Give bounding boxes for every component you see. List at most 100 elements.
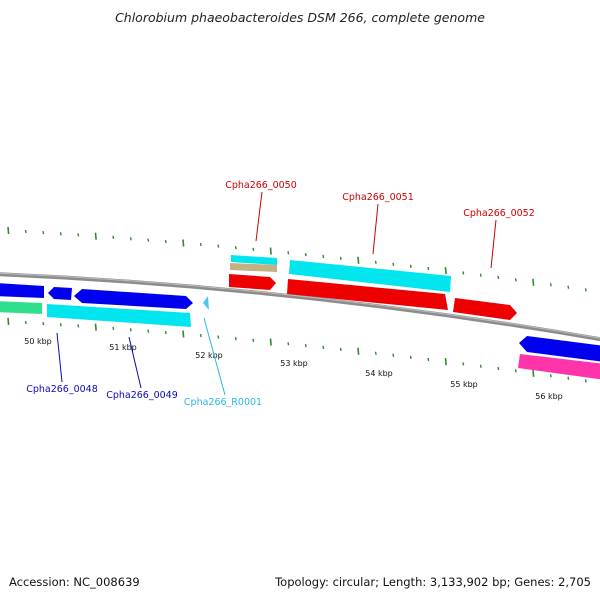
green-feature[interactable] bbox=[0, 301, 42, 314]
marker-tick bbox=[567, 285, 570, 289]
marker-tick bbox=[479, 273, 482, 277]
gene-label-cpha266-0052[interactable]: Cpha266_0052 bbox=[463, 208, 535, 219]
marker-tick bbox=[164, 330, 167, 335]
marker-tick bbox=[549, 374, 552, 378]
marker-tick bbox=[112, 326, 115, 331]
marker-tick bbox=[147, 238, 150, 242]
label-leaders bbox=[56, 191, 497, 396]
scale-label: 50 kbp bbox=[24, 337, 52, 346]
marker-tick bbox=[94, 323, 97, 331]
marker-tick bbox=[444, 267, 447, 275]
inner-marker-track bbox=[7, 317, 587, 383]
rna-cpha266-r0001[interactable] bbox=[203, 296, 209, 310]
feature-tan[interactable] bbox=[230, 263, 277, 272]
marker-tick bbox=[7, 226, 10, 235]
marker-tick bbox=[479, 364, 482, 368]
marker-tick bbox=[59, 323, 62, 327]
gene-label-cpha266-0048[interactable]: Cpha266_0048 bbox=[26, 384, 98, 395]
marker-tick bbox=[304, 343, 307, 348]
marker-tick bbox=[549, 283, 552, 287]
marker-tick bbox=[392, 353, 395, 357]
marker-tick bbox=[444, 358, 447, 366]
marker-tick bbox=[77, 324, 80, 328]
marker-tick bbox=[304, 252, 307, 257]
marker-tick bbox=[129, 328, 132, 332]
marker-tick bbox=[567, 376, 570, 380]
marker-tick bbox=[514, 278, 517, 282]
scale-label: 56 kbp bbox=[535, 392, 563, 401]
marker-tick bbox=[497, 275, 500, 280]
marker-tick bbox=[252, 338, 255, 342]
genome-backbone-highlight bbox=[0, 272, 600, 339]
marker-tick bbox=[514, 369, 517, 373]
marker-tick bbox=[94, 232, 97, 240]
cds-reverse-segment[interactable] bbox=[0, 283, 44, 298]
cds-cyan-small[interactable] bbox=[231, 255, 277, 265]
marker-tick bbox=[584, 288, 587, 292]
marker-tick bbox=[339, 347, 342, 351]
gene-label-cpha266-0050[interactable]: Cpha266_0050 bbox=[225, 180, 297, 191]
marker-tick bbox=[287, 251, 290, 255]
cds-cpha266-0049[interactable] bbox=[74, 289, 193, 309]
marker-tick bbox=[164, 239, 167, 244]
marker-tick bbox=[129, 237, 132, 241]
gene-labels: Cpha266_0048 Cpha266_0049 Cpha266_R0001 … bbox=[26, 180, 535, 408]
marker-tick bbox=[374, 351, 377, 355]
marker-tick bbox=[42, 321, 45, 326]
marker-tick bbox=[462, 271, 465, 275]
marker-tick bbox=[392, 262, 395, 266]
cds-cpha266-0052[interactable] bbox=[453, 298, 517, 320]
marker-tick bbox=[287, 342, 290, 346]
marker-tick bbox=[112, 235, 115, 240]
scale-label: 55 kbp bbox=[450, 380, 478, 389]
gene-label-cpha266-0049[interactable]: Cpha266_0049 bbox=[106, 390, 178, 401]
leader-line bbox=[372, 203, 379, 255]
cds-reverse-segment[interactable] bbox=[48, 287, 72, 300]
marker-tick bbox=[77, 233, 80, 237]
outer-marker-track bbox=[7, 226, 587, 292]
cds-cpha266-0051-forward[interactable] bbox=[289, 260, 451, 292]
marker-tick bbox=[217, 335, 220, 339]
marker-tick bbox=[409, 264, 412, 269]
marker-tick bbox=[322, 345, 325, 350]
marker-tick bbox=[409, 355, 412, 360]
cds-reverse-right[interactable] bbox=[519, 336, 600, 362]
genome-backbone bbox=[0, 272, 600, 342]
leader-line bbox=[128, 336, 142, 389]
scale-labels: 50 kbp 51 kbp 52 kbp 53 kbp 54 kbp 55 kb… bbox=[24, 337, 563, 401]
genome-stats-label: Topology: circular; Length: 3,133,902 bp… bbox=[274, 575, 591, 589]
leader-line bbox=[490, 219, 497, 269]
marker-tick bbox=[234, 337, 237, 341]
marker-tick bbox=[234, 246, 237, 250]
cds-cpha266-0051[interactable] bbox=[287, 279, 448, 310]
scale-label: 53 kbp bbox=[280, 359, 308, 368]
feature-magenta[interactable] bbox=[518, 354, 600, 380]
marker-tick bbox=[199, 242, 202, 247]
leader-line bbox=[255, 191, 263, 242]
marker-tick bbox=[357, 347, 360, 355]
leader-line bbox=[203, 317, 226, 396]
marker-tick bbox=[532, 278, 535, 286]
marker-tick bbox=[252, 247, 255, 251]
cds-cyan-segment[interactable] bbox=[47, 304, 191, 327]
cds-cpha266-0050[interactable] bbox=[229, 274, 276, 290]
marker-tick bbox=[269, 338, 272, 346]
gene-label-cpha266-r0001[interactable]: Cpha266_R0001 bbox=[184, 397, 262, 408]
feature-track bbox=[0, 255, 600, 380]
marker-tick bbox=[339, 256, 342, 260]
marker-tick bbox=[532, 369, 535, 377]
marker-tick bbox=[497, 366, 500, 371]
marker-tick bbox=[24, 320, 27, 325]
marker-tick bbox=[269, 247, 272, 255]
marker-tick bbox=[374, 260, 377, 264]
marker-tick bbox=[357, 256, 360, 264]
marker-tick bbox=[427, 266, 430, 271]
marker-tick bbox=[182, 330, 185, 338]
marker-tick bbox=[24, 229, 27, 234]
accession-label: Accession: NC_008639 bbox=[9, 575, 140, 589]
gene-label-cpha266-0051[interactable]: Cpha266_0051 bbox=[342, 192, 414, 203]
marker-tick bbox=[7, 317, 10, 326]
marker-tick bbox=[147, 329, 150, 333]
marker-tick bbox=[199, 333, 202, 338]
marker-tick bbox=[217, 244, 220, 248]
